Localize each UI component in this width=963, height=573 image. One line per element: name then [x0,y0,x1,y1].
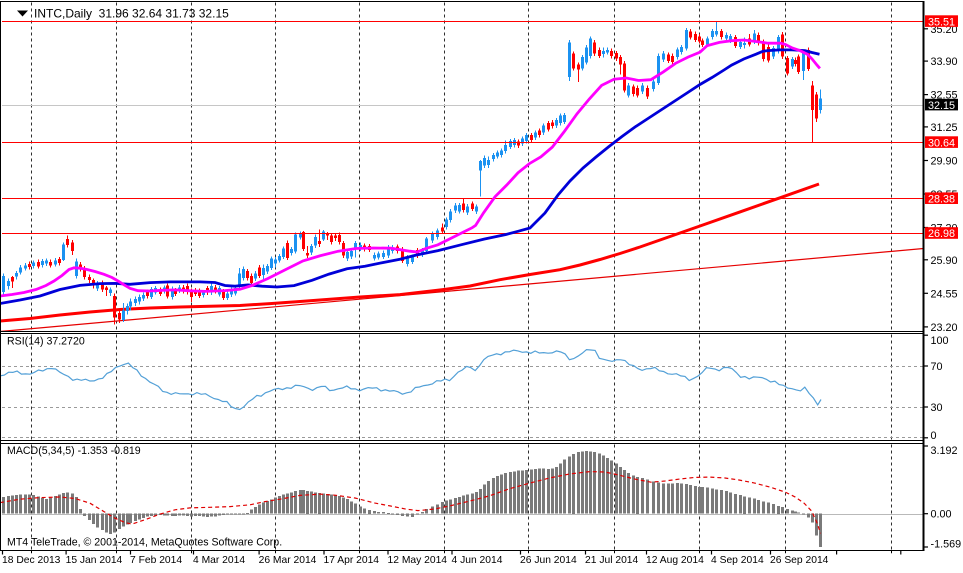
svg-text:4 Sep 2014: 4 Sep 2014 [711,555,764,566]
svg-text:4 Jun 2014: 4 Jun 2014 [452,555,503,566]
svg-text:MT4 TeleTrade, © 2001-2014, Me: MT4 TeleTrade, © 2001-2014, MetaQuotes S… [7,537,282,549]
svg-text:26.98: 26.98 [928,228,955,240]
svg-text:70: 70 [931,361,943,373]
svg-text:15 Jan 2014: 15 Jan 2014 [66,555,123,566]
svg-text:18 Dec 2013: 18 Dec 2013 [2,555,61,566]
svg-text:21 Jul 2014: 21 Jul 2014 [585,555,639,566]
svg-text:29.90: 29.90 [931,156,958,168]
svg-text:-1.569: -1.569 [931,539,962,551]
svg-text:4 Mar 2014: 4 Mar 2014 [193,555,245,566]
svg-text:0: 0 [931,430,937,442]
svg-text:RSI(14) 37.2720: RSI(14) 37.2720 [7,336,85,348]
svg-text:32.15: 32.15 [928,100,955,112]
svg-text:7 Feb 2014: 7 Feb 2014 [130,555,182,566]
svg-text:12 May 2014: 12 May 2014 [388,555,448,566]
svg-text:26 Jun 2014: 26 Jun 2014 [520,555,577,566]
svg-text:3.192: 3.192 [931,445,958,457]
svg-text:32.55: 32.55 [931,90,958,102]
svg-text:35.51: 35.51 [928,16,955,28]
svg-text:24.55: 24.55 [931,288,958,300]
svg-text:28.38: 28.38 [928,193,955,205]
svg-text:31.25: 31.25 [931,122,958,134]
svg-text:26 Mar 2014: 26 Mar 2014 [259,555,317,566]
svg-text:33.90: 33.90 [931,56,958,68]
svg-text:23.20: 23.20 [931,322,958,334]
svg-text:12 Aug 2014: 12 Aug 2014 [646,555,704,566]
svg-text:MACD(5,34,5) -1.353 -0.819: MACD(5,34,5) -1.353 -0.819 [7,445,141,457]
svg-text:30.64: 30.64 [928,137,955,149]
svg-text:30: 30 [931,402,943,414]
svg-text:100: 100 [931,335,949,347]
svg-text:26 Sep 2014: 26 Sep 2014 [770,555,829,566]
svg-text:INTC,Daily 31.96 32.64 31.73: INTC,Daily 31.96 32.64 31.73 32.15 [34,7,229,21]
svg-text:25.90: 25.90 [931,255,958,267]
svg-text:0.00: 0.00 [931,509,952,521]
svg-text:17 Apr 2014: 17 Apr 2014 [324,555,380,566]
